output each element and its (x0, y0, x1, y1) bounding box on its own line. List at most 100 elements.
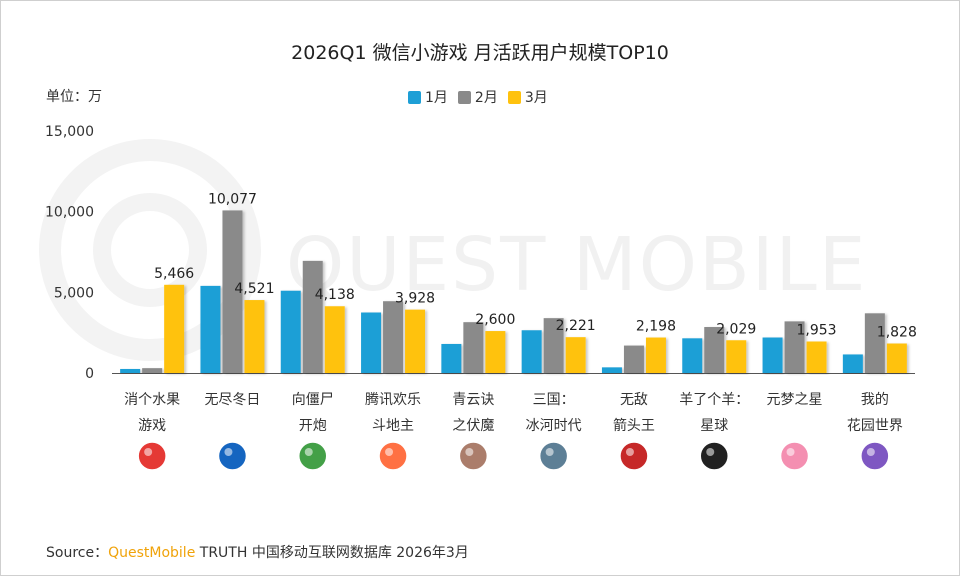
arrow-king-icon-highlight (625, 448, 634, 456)
bar-jan (361, 312, 382, 373)
bar-mar (726, 340, 747, 373)
legend: 1月 2月 3月 (408, 87, 558, 107)
data-label: 10,077 (208, 191, 257, 207)
unit-label: 单位：万 (46, 89, 102, 105)
bar-feb (463, 322, 484, 373)
legend-label-feb: 2月 (474, 90, 498, 106)
legend-swatch-feb (457, 90, 471, 104)
legend-item-mar: 3月 (507, 87, 548, 107)
yuanmeng-icon-highlight (786, 448, 795, 456)
y-tick-label: 15,000 (45, 124, 94, 140)
sheep-icon (699, 441, 729, 471)
bar-jan (120, 368, 141, 373)
legend-item-jan: 1月 (408, 87, 448, 107)
legend-swatch-jan (408, 90, 421, 104)
x-category-label: 向僵尸 (292, 392, 334, 408)
landlord-icon-highlight (385, 448, 394, 456)
x-category-label: 星球 (700, 418, 728, 434)
bar-mar (405, 309, 426, 373)
bar-feb (302, 260, 323, 373)
bar-jan (280, 290, 301, 373)
x-category-label: 游戏 (138, 418, 166, 434)
bar-feb (864, 313, 885, 373)
x-category-label: 消个水果 (124, 392, 180, 408)
bar-mar (244, 300, 265, 373)
zombie-cannon-icon-highlight (304, 448, 313, 456)
bar-feb (383, 301, 404, 373)
bar-feb (704, 327, 725, 373)
globe-icon (217, 441, 248, 471)
three-kingdoms-icon-highlight (545, 448, 554, 456)
watermark-ring-outer (39, 139, 261, 361)
bar-jan (200, 285, 221, 373)
bar-mar (485, 331, 506, 373)
source-brand: QuestMobile (108, 545, 196, 561)
bar-feb (142, 368, 163, 373)
arrow-king-icon (619, 441, 649, 471)
chart-title: 2026Q1 微信小游戏 月活跃用户规模TOP10 (291, 42, 669, 64)
x-category-label: 三国： (533, 392, 575, 408)
data-label: 2,029 (716, 321, 756, 337)
sheep-icon-highlight (706, 448, 715, 456)
bar-mar (324, 306, 345, 373)
x-category-label: 之伏魔 (452, 418, 494, 434)
fruit-game-icon (137, 441, 167, 471)
legend-item-feb: 2月 (457, 87, 498, 107)
source-rest: TRUTH 中国移动互联网数据库 2026年3月 (199, 545, 469, 561)
data-label: 1,953 (797, 322, 837, 338)
data-label: 4,521 (234, 281, 274, 297)
landlord-icon (378, 441, 408, 471)
legend-swatch-mar (507, 90, 521, 104)
qingyun-icon (458, 441, 489, 471)
bar-jan (842, 354, 863, 373)
data-label: 2,198 (636, 319, 676, 335)
y-tick-label: 10,000 (45, 205, 94, 221)
bar-feb (623, 345, 644, 373)
garden-icon (860, 441, 890, 471)
bar-feb (784, 321, 805, 373)
x-category-label: 冰河时代 (526, 418, 582, 434)
zombie-cannon-icon (298, 441, 328, 471)
data-label: 2,221 (556, 318, 596, 334)
bar-jan (762, 337, 783, 373)
bar-jan (682, 338, 703, 373)
yuanmeng-icon (779, 441, 810, 471)
three-kingdoms-icon (538, 441, 569, 471)
x-category-label: 青云诀 (452, 392, 494, 408)
bar-jan (521, 330, 542, 373)
bar-mar (565, 337, 586, 373)
bar-jan (601, 367, 622, 373)
bar-jan (441, 343, 462, 373)
globe-icon-highlight (224, 448, 233, 456)
watermark: QUEST MOBILE (286, 222, 868, 308)
x-category-label: 无尽冬日 (204, 392, 260, 408)
bar-mar (645, 337, 666, 373)
source-prefix: Source： (46, 545, 109, 561)
x-category-label: 箭头王 (613, 417, 655, 434)
fruit-game-icon-highlight (144, 448, 153, 456)
data-label: 3,928 (395, 291, 435, 307)
qingyun-icon-highlight (465, 448, 474, 456)
legend-label-mar: 3月 (524, 90, 548, 106)
source-line: Source：QuestMobile TRUTH 中国移动互联网数据库 2026… (46, 542, 469, 562)
data-label: 4,138 (315, 287, 355, 303)
x-category-label: 花园世界 (847, 418, 903, 434)
x-category-label: 斗地主 (372, 418, 414, 434)
bar-mar (806, 341, 827, 373)
x-category-label: 我的 (861, 392, 889, 408)
watermark-ring-inner (93, 193, 207, 307)
data-label: 2,600 (475, 312, 515, 328)
x-category-label: 无敌 (620, 392, 648, 408)
y-tick-label: 0 (85, 366, 94, 382)
bar-feb (543, 318, 564, 373)
x-category-label: 羊了个羊： (679, 392, 749, 408)
x-category-label: 腾讯欢乐 (365, 391, 421, 408)
x-category-label: 元梦之星 (767, 392, 823, 408)
legend-label-jan: 1月 (425, 90, 448, 106)
bar-mar (164, 284, 185, 373)
bar-mar (886, 343, 907, 373)
data-label: 5,466 (154, 266, 194, 282)
x-category-label: 开炮 (299, 418, 327, 434)
garden-icon-highlight (866, 448, 875, 456)
